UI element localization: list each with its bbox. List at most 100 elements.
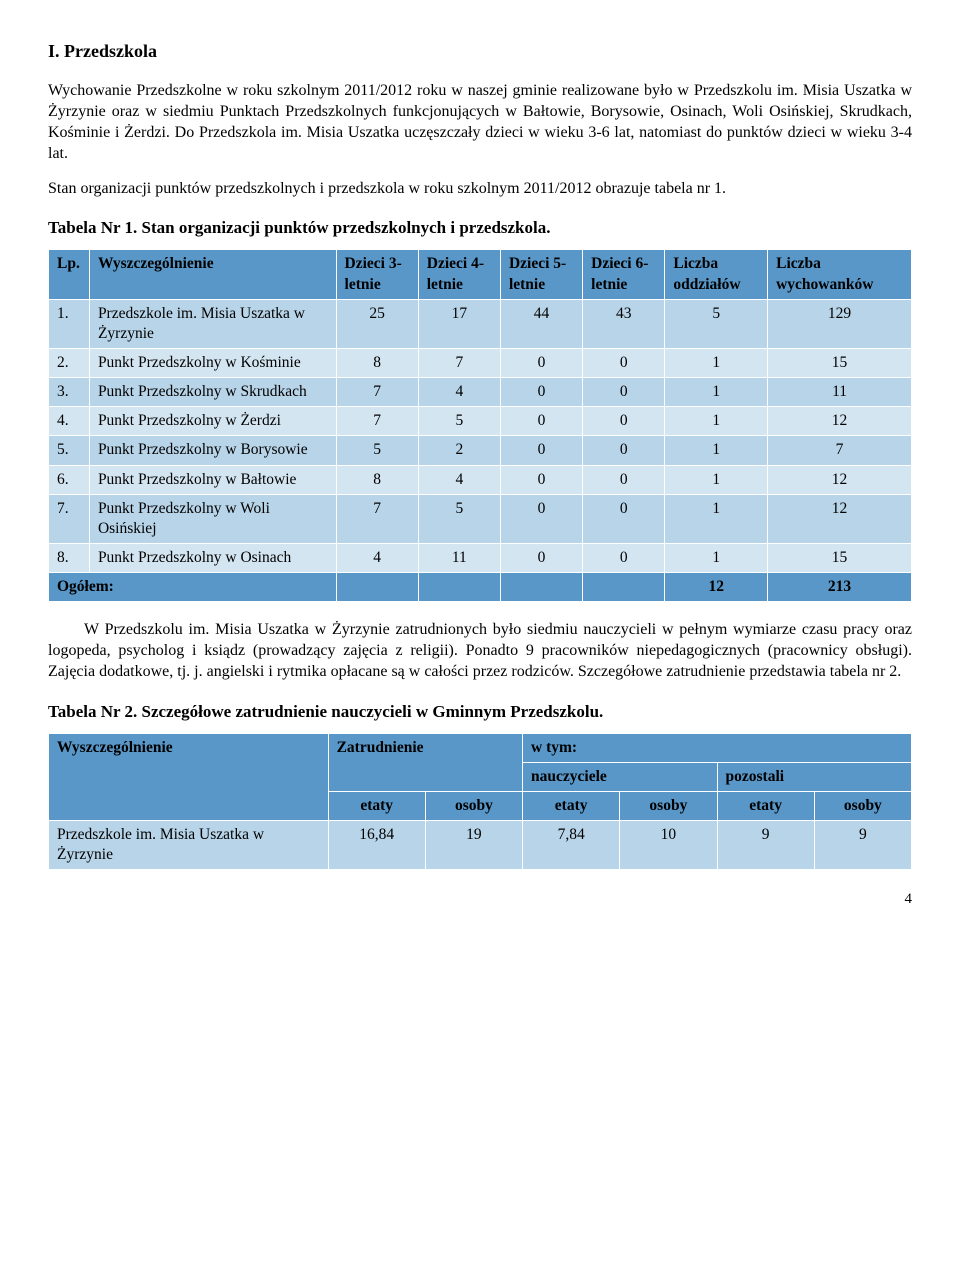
table1-cell-name: Punkt Przedszkolny w Skrudkach: [89, 378, 336, 407]
table1-cell-odd: 1: [665, 349, 768, 378]
table1-total-row: Ogółem: 12 213: [49, 573, 912, 602]
table1-cell-lp: 3.: [49, 378, 90, 407]
table1-cell-name: Punkt Przedszkolny w Woli Osińskiej: [89, 494, 336, 543]
table1-cell-d6: 0: [583, 436, 665, 465]
table1-cell-d3: 7: [336, 407, 418, 436]
table1-cell-d3: 8: [336, 465, 418, 494]
table1-header-row: Lp. Wyszczególnienie Dzieci 3-letnie Dzi…: [49, 250, 912, 299]
table-row: 3.Punkt Przedszkolny w Skrudkach7400111: [49, 378, 912, 407]
table1-cell-d3: 8: [336, 349, 418, 378]
table2-n-os: 10: [620, 821, 717, 870]
table2-p-os: 9: [814, 821, 911, 870]
table2-h-wysz: Wyszczególnienie: [49, 733, 329, 820]
table1-total-blank: [500, 573, 582, 602]
table1-cell-name: Punkt Przedszkolny w Osinach: [89, 544, 336, 573]
table1-total-blank: [336, 573, 418, 602]
table1-cell-d3: 7: [336, 494, 418, 543]
table1-cell-d6: 0: [583, 465, 665, 494]
table1-cell-d6: 0: [583, 544, 665, 573]
table1-cell-lp: 4.: [49, 407, 90, 436]
table1-cell-odd: 1: [665, 436, 768, 465]
table1-cell-wych: 15: [768, 544, 912, 573]
table1-h-wysz: Wyszczególnienie: [89, 250, 336, 299]
table1-cell-wych: 11: [768, 378, 912, 407]
table-row: 6.Punkt Przedszkolny w Bałtowie8400112: [49, 465, 912, 494]
table2-h-naucz: nauczyciele: [523, 762, 717, 791]
table1-cell-name: Punkt Przedszkolny w Żerdzi: [89, 407, 336, 436]
table-row: 4.Punkt Przedszkolny w Żerdzi7500112: [49, 407, 912, 436]
table1-cell-wych: 12: [768, 465, 912, 494]
section-heading: I. Przedszkola: [48, 40, 912, 63]
table1-cell-d5: 0: [500, 494, 582, 543]
paragraph-3: W Przedszkolu im. Misia Uszatka w Żyrzyn…: [48, 620, 912, 682]
table1-cell-d6: 43: [583, 299, 665, 348]
table2-z-et: 16,84: [328, 821, 425, 870]
table2-h-etaty1: etaty: [328, 792, 425, 821]
table-row: 2.Punkt Przedszkolny w Kośminie8700115: [49, 349, 912, 378]
table1-cell-d6: 0: [583, 407, 665, 436]
table1-cell-wych: 12: [768, 494, 912, 543]
table1-h-lp: Lp.: [49, 250, 90, 299]
table1-cell-d3: 5: [336, 436, 418, 465]
table1-cell-d4: 5: [418, 407, 500, 436]
table1-h-d5: Dzieci 5-letnie: [500, 250, 582, 299]
table1-cell-d5: 0: [500, 436, 582, 465]
table1-h-d3: Dzieci 3-letnie: [336, 250, 418, 299]
table1-h-d6: Dzieci 6-letnie: [583, 250, 665, 299]
table2-h-osoby3: osoby: [814, 792, 911, 821]
table1-cell-d4: 7: [418, 349, 500, 378]
table1-cell-d4: 4: [418, 465, 500, 494]
table1-cell-d4: 11: [418, 544, 500, 573]
table1-cell-lp: 8.: [49, 544, 90, 573]
table1-cell-d5: 0: [500, 349, 582, 378]
table1-cell-name: Punkt Przedszkolny w Borysowie: [89, 436, 336, 465]
table1-cell-name: Przedszkole im. Misia Uszatka w Żyrzynie: [89, 299, 336, 348]
table2-h-etaty2: etaty: [523, 792, 620, 821]
table1-cell-d6: 0: [583, 378, 665, 407]
table1-cell-odd: 1: [665, 494, 768, 543]
table1-cell-d5: 0: [500, 378, 582, 407]
table1-h-wych: Liczba wychowanków: [768, 250, 912, 299]
table-row: 8.Punkt Przedszkolny w Osinach41100115: [49, 544, 912, 573]
table1-cell-d3: 25: [336, 299, 418, 348]
table1-cell-wych: 12: [768, 407, 912, 436]
table1-cell-odd: 5: [665, 299, 768, 348]
table1-cell-d3: 4: [336, 544, 418, 573]
table2-h-zatr: Zatrudnienie: [328, 733, 522, 791]
table1-cell-wych: 7: [768, 436, 912, 465]
table-row: 1.Przedszkole im. Misia Uszatka w Żyrzyn…: [49, 299, 912, 348]
table2-title: Tabela Nr 2. Szczegółowe zatrudnienie na…: [48, 701, 912, 723]
table2-h-osoby1: osoby: [425, 792, 522, 821]
table2: Wyszczególnienie Zatrudnienie w tym: nau…: [48, 733, 912, 871]
table2-h-etaty3: etaty: [717, 792, 814, 821]
table-row: 7.Punkt Przedszkolny w Woli Osińskiej750…: [49, 494, 912, 543]
page-number: 4: [48, 890, 912, 910]
table1-cell-odd: 1: [665, 378, 768, 407]
table1-total-blank: [583, 573, 665, 602]
paragraph-1: Wychowanie Przedszkolne w roku szkolnym …: [48, 81, 912, 164]
table1-cell-odd: 1: [665, 407, 768, 436]
table1-cell-wych: 15: [768, 349, 912, 378]
table2-row-name: Przedszkole im. Misia Uszatka w Żyrzynie: [49, 821, 329, 870]
table1-total-blank: [418, 573, 500, 602]
table2-p-et: 9: [717, 821, 814, 870]
table1-cell-lp: 6.: [49, 465, 90, 494]
table2-z-os: 19: [425, 821, 522, 870]
paragraph-2: Stan organizacji punktów przedszkolnych …: [48, 179, 912, 200]
table1-cell-lp: 2.: [49, 349, 90, 378]
table2-n-et: 7,84: [523, 821, 620, 870]
table1-total-label: Ogółem:: [49, 573, 337, 602]
table1-cell-d4: 5: [418, 494, 500, 543]
table1-cell-lp: 1.: [49, 299, 90, 348]
table1-cell-d5: 44: [500, 299, 582, 348]
table1-cell-d6: 0: [583, 349, 665, 378]
table1-cell-d5: 0: [500, 465, 582, 494]
table1: Lp. Wyszczególnienie Dzieci 3-letnie Dzi…: [48, 249, 912, 602]
table1-h-d4: Dzieci 4-letnie: [418, 250, 500, 299]
table2-header-row1: Wyszczególnienie Zatrudnienie w tym:: [49, 733, 912, 762]
table1-cell-d4: 4: [418, 378, 500, 407]
table1-cell-name: Punkt Przedszkolny w Bałtowie: [89, 465, 336, 494]
table1-cell-d4: 2: [418, 436, 500, 465]
table1-cell-lp: 5.: [49, 436, 90, 465]
table2-h-wtym: w tym:: [523, 733, 912, 762]
